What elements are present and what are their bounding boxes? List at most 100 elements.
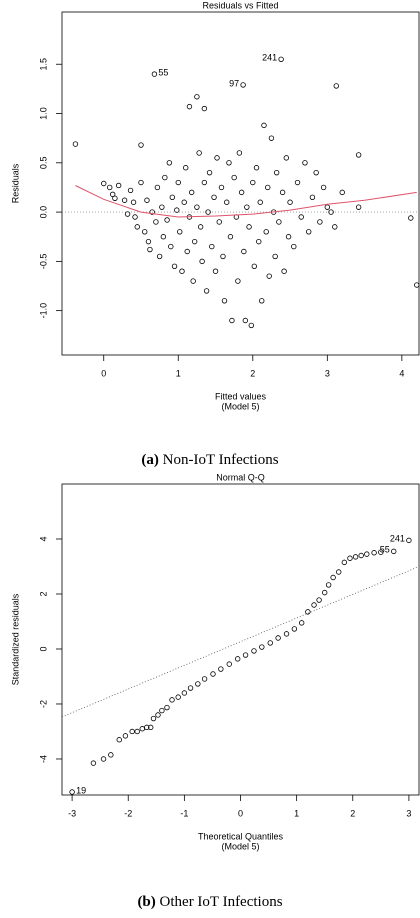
point [216,219,222,225]
point [328,209,334,215]
point [220,253,226,260]
point [336,569,342,575]
point [283,631,290,637]
point [221,298,228,304]
point [231,174,237,181]
point [256,238,262,245]
point-label: 241 [390,534,405,544]
caption-text: Other IoT Infections [160,894,283,910]
point [159,204,165,210]
point [355,152,362,158]
point [218,184,225,191]
point [241,248,247,255]
point [248,322,255,329]
chart-title: Residuals vs Fitted [202,0,278,10]
point [279,189,286,196]
point [195,681,201,687]
point [175,179,181,186]
point [199,258,205,265]
point [246,224,252,230]
point [235,278,241,284]
qq-line [61,566,420,718]
y-tick-label: 2 [38,591,48,596]
point [250,179,256,186]
x-tick-label: 0 [101,368,106,378]
point [187,685,194,691]
y-tick-label: -4 [38,755,48,763]
point [168,243,174,250]
y-tick-label: -2 [38,700,48,708]
point [203,288,210,294]
point [263,229,269,235]
smooth-line [75,185,417,218]
point [283,155,290,161]
point [234,656,241,662]
x-axis-label: Theoretical Quantiles [198,831,284,841]
point [205,209,211,215]
caption: (a) Non-IoT Infections [141,452,278,468]
point-label: 241 [262,53,277,63]
point [116,737,122,743]
point [265,184,271,191]
caption-text: Non-IoT Infections [163,452,279,468]
point [226,160,232,166]
x-axis-sublabel: (Model 5) [221,841,259,851]
point [218,666,224,672]
point [302,160,308,166]
x-tick-label: 1 [176,368,181,378]
point [236,150,243,156]
point [169,697,175,703]
plot-frame [61,483,420,796]
point-label: 19 [76,785,86,795]
point [138,179,144,186]
point [229,317,235,324]
point [139,726,145,732]
point [201,105,208,112]
point [261,122,267,129]
y-tick-label: 4 [38,536,48,541]
point [164,704,170,711]
point [311,602,317,608]
point [273,169,280,176]
point [188,189,195,196]
point [155,712,161,718]
point [201,676,208,682]
point [320,184,327,191]
caption-label: (b) [137,894,155,910]
point [174,207,180,213]
point [149,209,155,215]
point [144,724,150,731]
x-tick-label: 3 [406,808,411,818]
point [179,268,185,274]
point [190,278,196,284]
point [251,648,257,654]
point [72,141,79,147]
point [358,552,364,559]
point [177,229,183,235]
point [339,189,345,196]
point [316,597,322,603]
point [122,733,129,739]
point [186,103,193,110]
point [298,214,304,220]
x-tick-label: 0 [238,808,243,818]
point [90,760,97,766]
point [287,199,293,205]
point [134,728,140,735]
point [151,71,158,77]
point [214,155,220,161]
point [134,224,140,230]
y-tick-label: 0.5 [38,157,48,170]
point [181,690,188,696]
y-axis-label: Standardized residuals [10,593,20,685]
point [101,180,107,187]
y-tick-label: -1.0 [38,303,48,319]
point [112,195,118,201]
point [159,707,165,714]
point [145,238,152,245]
point [164,217,170,223]
y-tick-label: -0.5 [38,254,48,270]
point [197,224,204,230]
point [325,582,332,588]
